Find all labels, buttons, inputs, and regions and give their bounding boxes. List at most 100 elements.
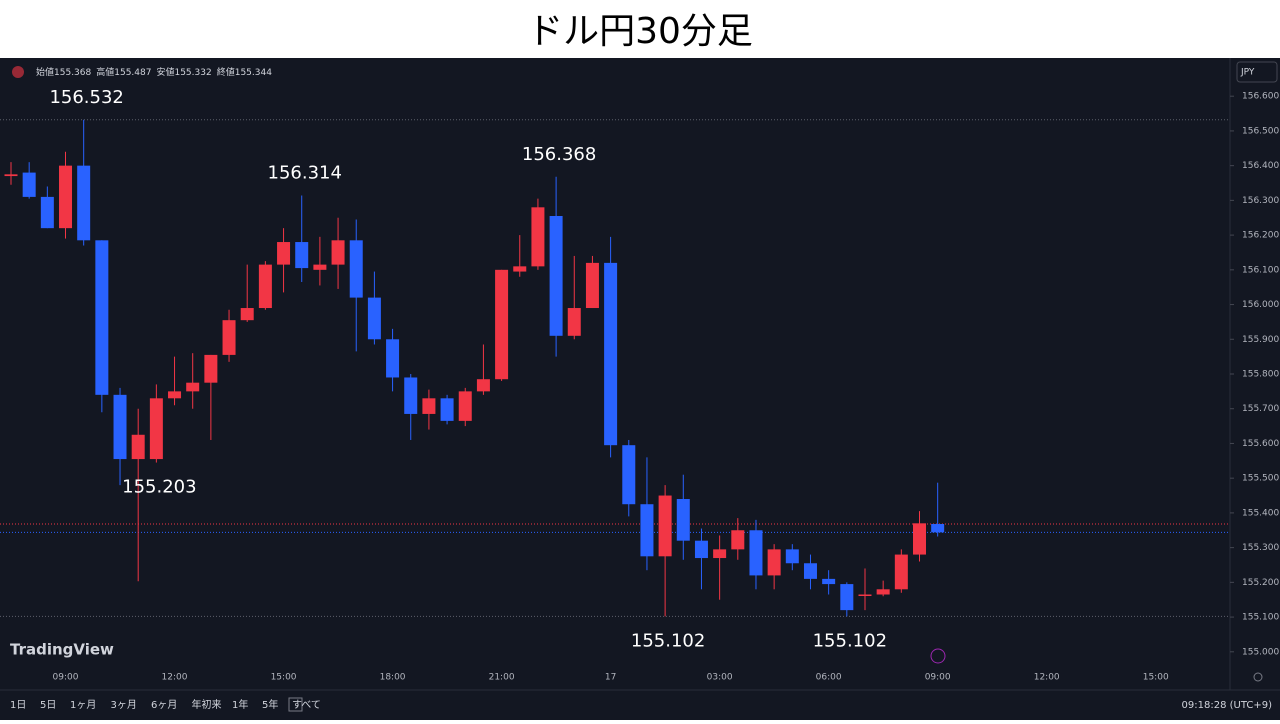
y-tick-label: 155.000 (1242, 647, 1279, 657)
candle-body (386, 339, 400, 378)
candle-body (4, 174, 18, 177)
candle-body (513, 266, 527, 272)
range-button[interactable]: 6ヶ月 (151, 699, 177, 711)
y-tick-label: 155.600 (1242, 439, 1279, 449)
range-button[interactable]: 5年 (262, 698, 278, 711)
y-tick-label: 156.100 (1242, 265, 1279, 275)
annotation: 156.314 (268, 163, 342, 184)
candle-body (549, 216, 563, 336)
chart-background (0, 58, 1280, 720)
candle-body (894, 554, 908, 590)
candle-body (404, 377, 418, 414)
candle-body (622, 445, 636, 505)
candle-body (440, 398, 454, 421)
candle-body (731, 530, 745, 550)
logo: TradingView (10, 641, 114, 659)
x-tick-label: 06:00 (816, 673, 842, 683)
candle-body (168, 391, 182, 399)
legend-value: 155.487 (114, 68, 151, 78)
y-tick-label: 155.200 (1242, 578, 1279, 588)
candle-body (567, 308, 581, 336)
y-tick-label: 156.200 (1242, 231, 1279, 241)
symbol-icon (12, 66, 24, 78)
legend-value: 155.332 (174, 68, 211, 78)
candle-body (640, 504, 654, 557)
candle-body (186, 382, 200, 392)
candle-body (476, 379, 490, 392)
legend-value: 155.344 (235, 68, 272, 78)
annotation: 155.102 (813, 630, 887, 651)
legend-label: 安値 (156, 66, 174, 78)
annotation: 156.368 (522, 144, 596, 165)
x-tick-label: 15:00 (271, 673, 297, 683)
x-tick-label: 18:00 (380, 673, 406, 683)
candle-body (95, 240, 109, 395)
candle-body (822, 578, 836, 585)
currency-button[interactable] (1236, 61, 1278, 83)
candle-body (277, 242, 291, 265)
y-tick-label: 155.100 (1242, 613, 1279, 623)
candle-body (204, 354, 218, 383)
legend-label: 高値 (96, 66, 114, 78)
x-tick-label: 03:00 (707, 673, 733, 683)
candle-body (131, 434, 145, 460)
y-tick-label: 156.500 (1242, 126, 1279, 136)
range-button[interactable]: すべて (292, 699, 321, 711)
candle-body (749, 530, 763, 576)
candle-body (331, 240, 345, 265)
y-tick-label: 156.000 (1242, 300, 1279, 310)
candle-body (349, 240, 363, 298)
range-button[interactable]: 1ヶ月 (70, 699, 96, 711)
x-tick-label: 12:00 (162, 673, 188, 683)
candle-body (658, 495, 672, 557)
y-tick-label: 155.800 (1242, 370, 1279, 380)
candle-body (858, 594, 872, 597)
range-button[interactable]: 5日 (40, 700, 56, 711)
candle-body (585, 262, 599, 309)
event-icon[interactable] (930, 648, 946, 664)
candle-body (59, 165, 73, 229)
candle-body (240, 308, 254, 321)
x-tick-label: 15:00 (1143, 673, 1169, 683)
legend-label: 終値 (217, 66, 235, 78)
annotation: 155.102 (631, 630, 705, 651)
y-tick-label: 156.400 (1242, 161, 1279, 171)
y-tick-label: 155.500 (1242, 474, 1279, 484)
y-tick-label: 155.700 (1242, 404, 1279, 414)
y-tick-label: 155.900 (1242, 335, 1279, 345)
legend-value: 155.368 (54, 68, 91, 78)
candle-body (931, 524, 945, 533)
title-band (0, 0, 1280, 58)
candle-body (222, 320, 236, 355)
x-tick-label: 12:00 (1034, 673, 1060, 683)
candle-body (149, 398, 163, 460)
x-tick-label: 09:00 (53, 673, 79, 683)
settings-icon[interactable] (1253, 672, 1263, 682)
range-button[interactable]: 1日 (10, 700, 26, 711)
range-button[interactable]: 1年 (232, 698, 248, 711)
annotation: 156.532 (49, 87, 123, 108)
candle-body (40, 196, 54, 229)
ohlc-legend: 始値155.368 高値155.487 安値155.332 終値155.344 (36, 66, 272, 78)
date-range-icon[interactable] (288, 697, 303, 712)
range-button[interactable]: 年初来 (192, 698, 222, 711)
candle-body (713, 549, 727, 559)
range-button[interactable]: 3ヶ月 (111, 699, 137, 711)
candle-body (77, 165, 91, 241)
candle-body (785, 549, 799, 564)
x-tick-label: 21:00 (489, 673, 515, 683)
x-tick-label: 17 (605, 673, 616, 683)
candle-body (495, 269, 509, 380)
candle-body (767, 549, 781, 576)
candle-body (258, 264, 272, 309)
candle-body (422, 398, 436, 414)
candle-body (113, 394, 127, 460)
y-tick-label: 155.300 (1242, 543, 1279, 553)
candle-body (458, 391, 472, 421)
candle-body (913, 523, 926, 555)
clock: 09:18:28 (UTC+9) (1182, 700, 1273, 711)
candle-body (531, 207, 545, 267)
candle-body (803, 563, 817, 579)
candle-body (313, 264, 327, 270)
candle-body (840, 584, 854, 611)
